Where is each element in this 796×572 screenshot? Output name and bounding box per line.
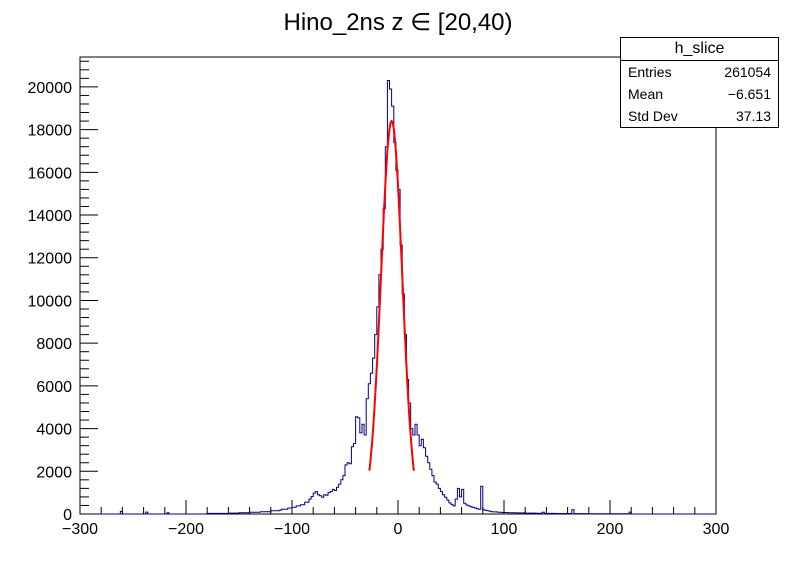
stats-entries-label: Entries xyxy=(628,64,672,80)
stats-title: h_slice xyxy=(621,38,778,61)
stats-stddev-label: Std Dev xyxy=(628,108,678,124)
y-tick-label: 18000 xyxy=(28,123,73,140)
stats-entries-value: 261054 xyxy=(724,64,771,80)
y-tick-label: 20000 xyxy=(28,80,73,97)
y-tick-label: 4000 xyxy=(36,422,72,439)
x-tick-label: 200 xyxy=(597,521,624,538)
x-tick-label: −200 xyxy=(168,521,204,538)
x-tick-label: 300 xyxy=(703,521,730,538)
x-tick-label: −300 xyxy=(62,521,98,538)
y-tick-label: 10000 xyxy=(28,293,73,310)
chart-title: Hino_2ns z ∈ [20,40) xyxy=(283,9,512,36)
x-tick-label: 100 xyxy=(491,521,518,538)
y-tick-label: 12000 xyxy=(28,251,73,268)
stats-row-entries: Entries 261054 xyxy=(621,61,778,83)
y-tick-label: 16000 xyxy=(28,165,73,182)
y-tick-label: 6000 xyxy=(36,379,72,396)
y-tick-label: 2000 xyxy=(36,464,72,481)
y-tick-label: 0 xyxy=(63,507,72,524)
series-h-slice xyxy=(80,80,716,515)
y-tick-label: 14000 xyxy=(28,208,73,225)
x-tick-label: 0 xyxy=(394,521,403,538)
x-tick-label: −100 xyxy=(274,521,310,538)
stats-mean-label: Mean xyxy=(628,86,664,102)
series-fit xyxy=(368,119,415,471)
stats-row-stddev: Std Dev 37.13 xyxy=(621,105,778,127)
stats-mean-value: −6.651 xyxy=(727,86,771,102)
stats-box: h_slice Entries 261054 Mean −6.651 Std D… xyxy=(620,37,779,128)
stats-row-mean: Mean −6.651 xyxy=(621,83,778,105)
stats-stddev-value: 37.13 xyxy=(735,108,771,124)
y-tick-label: 8000 xyxy=(36,336,72,353)
